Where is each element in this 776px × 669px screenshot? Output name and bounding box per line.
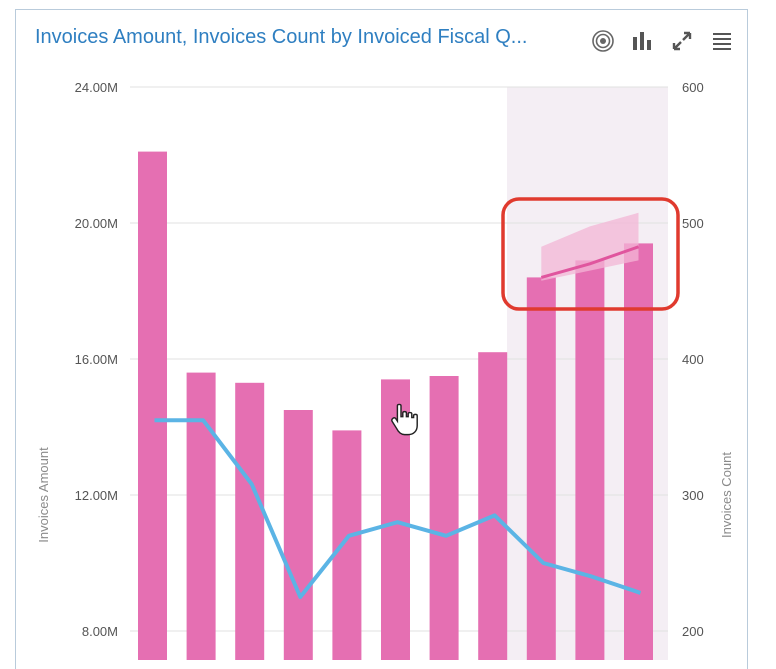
- y2-tick-label: 500: [682, 216, 704, 231]
- y2-tick-label: 600: [682, 80, 704, 95]
- y-tick-label: 8.00M: [82, 624, 118, 639]
- bar: [332, 430, 362, 660]
- y2-axis-title: Invoices Count: [719, 452, 734, 538]
- bar-chart-icon[interactable]: [628, 28, 656, 54]
- bar: [575, 260, 605, 660]
- count-line: [154, 418, 642, 599]
- menu-icon[interactable]: [708, 28, 736, 54]
- forecast-amount-line: [540, 245, 639, 279]
- y-tick-label: 12.00M: [75, 488, 118, 503]
- target-icon[interactable]: [589, 28, 617, 54]
- bar: [283, 410, 313, 660]
- y-tick-label: 16.00M: [75, 352, 118, 367]
- y2-tick-label: 400: [682, 352, 704, 367]
- bar: [526, 277, 556, 660]
- bar: [624, 243, 653, 660]
- expand-icon[interactable]: [668, 28, 696, 54]
- y-axis-title: Invoices Amount: [36, 447, 51, 543]
- annotation-box: [501, 197, 680, 311]
- hand-cursor-icon: [391, 403, 418, 436]
- y-tick-label: 20.00M: [75, 216, 118, 231]
- bar: [235, 382, 265, 660]
- bar: [429, 376, 459, 660]
- bar: [138, 151, 167, 660]
- bar: [186, 372, 216, 660]
- y2-tick-label: 200: [682, 624, 704, 639]
- y2-tick-label: 300: [682, 488, 704, 503]
- bar: [478, 352, 508, 660]
- y-tick-label: 24.00M: [75, 80, 118, 95]
- forecast-band: [541, 212, 639, 281]
